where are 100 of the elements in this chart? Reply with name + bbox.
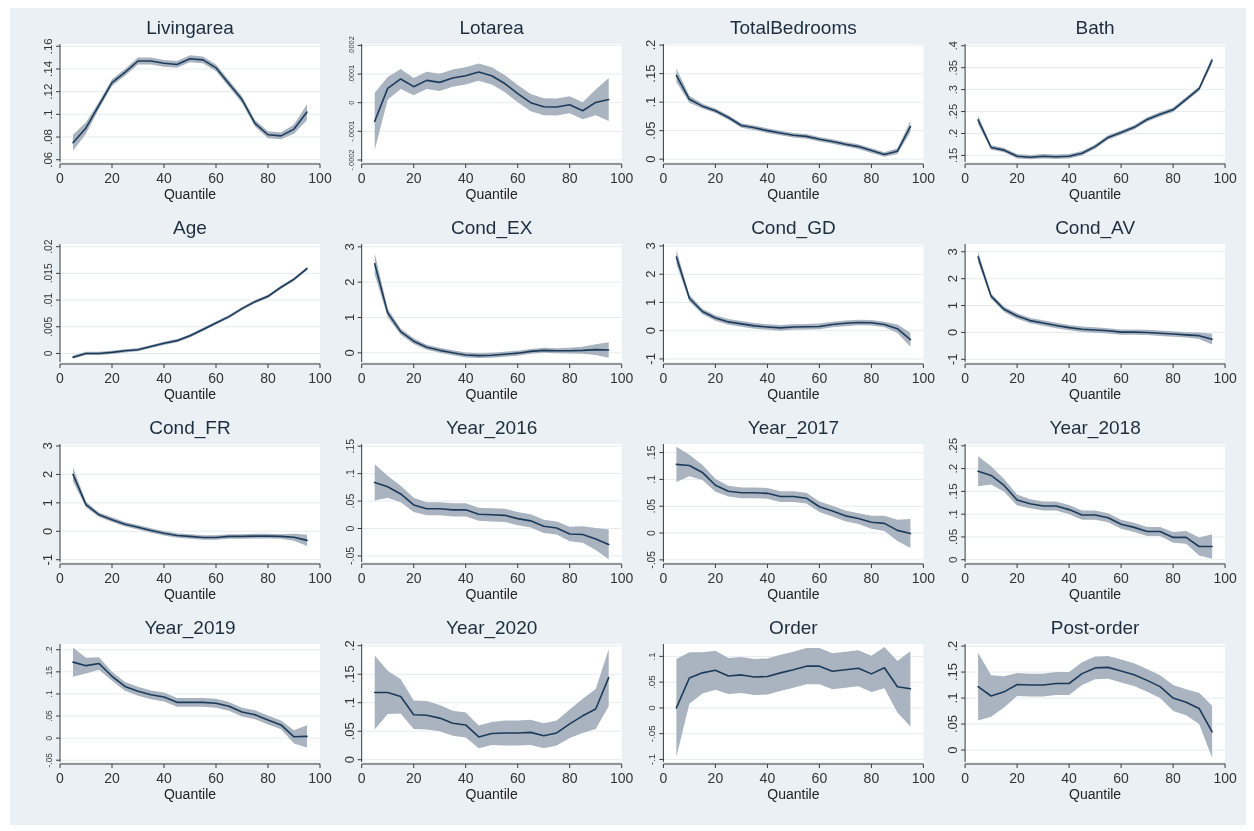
x-tick-label: 100 <box>610 770 634 786</box>
y-tick-label: 0 <box>43 350 54 357</box>
x-tick-label: 60 <box>811 170 828 186</box>
y-tick-label: .05 <box>947 528 960 545</box>
y-tick-label: .05 <box>44 709 54 722</box>
y-tick-label: .14 <box>42 60 54 77</box>
x-tick-label: 80 <box>1165 570 1182 586</box>
x-tick-label: 40 <box>156 170 172 186</box>
y-tick-label: .15 <box>947 147 960 164</box>
y-tick-label: -.05 <box>646 550 658 569</box>
y-tick-label: 1 <box>643 298 659 307</box>
x-tick-label: 40 <box>759 570 776 586</box>
x-tick-label: 100 <box>911 170 936 186</box>
y-tick-label: .15 <box>945 663 961 682</box>
y-tick-label: .12 <box>42 83 54 100</box>
x-tick-label: 100 <box>911 770 936 786</box>
y-tick-label: .1 <box>646 474 658 484</box>
x-tick-label: 20 <box>405 170 422 186</box>
x-tick-label: 40 <box>1061 570 1078 586</box>
x-tick-label: 20 <box>1009 770 1026 786</box>
y-tick-label: .3 <box>947 85 960 95</box>
y-tick-label: .05 <box>945 715 961 734</box>
x-tick-label: 60 <box>509 370 526 386</box>
x-tick-label: 40 <box>1061 770 1078 786</box>
y-tick-label: -1 <box>40 553 55 566</box>
y-tick-label: .16 <box>42 38 54 55</box>
x-tick-label: 0 <box>56 570 65 586</box>
y-tick-label: 1 <box>341 313 357 322</box>
y-tick-label: .1 <box>947 509 960 519</box>
y-tick-label: .05 <box>343 493 356 509</box>
y-tick-label: .1 <box>343 469 356 479</box>
chart-title: Cond_EX <box>451 217 533 239</box>
x-axis-title: Quantile <box>767 586 820 602</box>
x-tick-label: 20 <box>104 770 120 786</box>
y-tick-label: -.05 <box>646 724 658 743</box>
y-tick-label: 1 <box>40 499 55 507</box>
x-tick-label: 20 <box>707 170 724 186</box>
x-tick-label: 20 <box>104 170 120 186</box>
x-tick-label: 40 <box>156 370 172 386</box>
y-tick-label: 0 <box>643 155 659 163</box>
x-axis-title: Quantile <box>163 186 217 202</box>
x-tick-label: 100 <box>1213 570 1237 586</box>
x-tick-label: 40 <box>457 770 474 786</box>
y-tick-label: .05 <box>646 674 658 690</box>
chart-title: Cond_GD <box>751 217 836 239</box>
y-tick-label: .15 <box>341 665 357 684</box>
x-axis-title: Quantile <box>767 786 820 802</box>
y-tick-label: .08 <box>42 129 54 146</box>
x-tick-label: 100 <box>911 570 936 586</box>
y-tick-label: .015 <box>43 263 54 284</box>
y-tick-label: 0 <box>341 756 357 764</box>
y-tick-label: 2 <box>643 270 659 278</box>
x-tick-label: 40 <box>457 170 474 186</box>
x-tick-label: 20 <box>104 570 120 586</box>
x-axis-title: Quantile <box>1069 786 1122 802</box>
y-tick-label: 0 <box>947 556 960 563</box>
x-tick-label: 20 <box>1009 170 1026 186</box>
y-tick-label: .35 <box>947 59 960 76</box>
x-tick-label: 60 <box>1113 170 1130 186</box>
x-axis-title: Quantile <box>163 586 217 602</box>
x-tick-label: 80 <box>863 170 880 186</box>
x-tick-label: 60 <box>208 370 224 386</box>
x-tick-label: 60 <box>208 170 224 186</box>
x-tick-label: 100 <box>610 570 634 586</box>
x-tick-label: 60 <box>509 170 526 186</box>
chart-title: Cond_AV <box>1055 217 1136 239</box>
x-tick-label: 80 <box>561 370 578 386</box>
y-tick-label: -1 <box>643 353 659 365</box>
y-tick-label: .15 <box>947 483 960 500</box>
x-tick-label: 20 <box>1009 570 1026 586</box>
y-tick-label: .05 <box>341 722 357 741</box>
chart-title: Year_2020 <box>446 617 538 639</box>
x-tick-label: 60 <box>509 770 526 786</box>
x-tick-label: 20 <box>405 570 422 586</box>
x-tick-label: 20 <box>405 770 422 786</box>
y-tick-label: .2 <box>341 640 357 652</box>
y-tick-label: .1 <box>646 651 658 661</box>
x-tick-label: 60 <box>811 570 828 586</box>
x-tick-label: 40 <box>156 770 172 786</box>
x-tick-label: 100 <box>911 370 936 386</box>
chart-title: TotalBedrooms <box>730 17 857 38</box>
x-tick-label: 40 <box>759 170 776 186</box>
x-tick-label: 80 <box>863 570 880 586</box>
y-tick-label: .15 <box>646 445 658 460</box>
y-tick-label: .05 <box>643 121 659 140</box>
y-tick-label: -1 <box>945 353 961 366</box>
x-axis-title: Quantile <box>465 786 518 802</box>
x-axis-title: Quantile <box>1069 186 1122 202</box>
y-tick-label: .01 <box>43 292 54 308</box>
chart-title: Year_2016 <box>446 417 538 439</box>
x-tick-label: 60 <box>1113 570 1130 586</box>
x-tick-label: 80 <box>260 770 276 786</box>
y-tick-label: .1 <box>341 697 357 709</box>
chart-title: Year_2018 <box>1049 417 1141 439</box>
y-tick-label: 3 <box>643 242 659 250</box>
y-tick-label: 2 <box>40 470 55 479</box>
y-tick-label: 0 <box>341 349 357 357</box>
x-tick-label: 100 <box>308 570 332 586</box>
y-tick-label: .15 <box>44 665 54 678</box>
x-axis-title: Quantile <box>1069 586 1122 602</box>
